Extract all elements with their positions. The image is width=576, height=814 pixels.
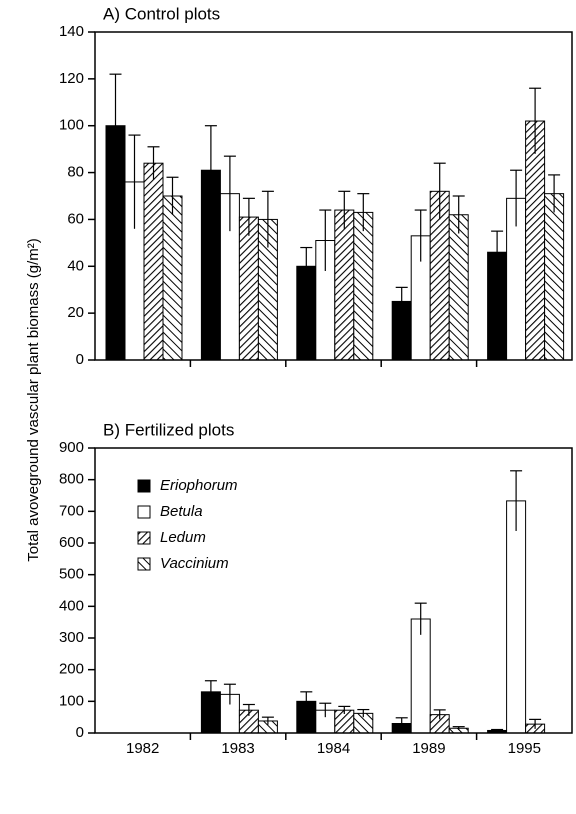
y-tick-label: 40 (67, 257, 84, 274)
error-bar (338, 190, 351, 229)
y-tick-label: 120 (59, 70, 84, 87)
y-tick-label: 900 (59, 439, 84, 456)
error-bar (510, 169, 523, 227)
legend-label: Eriophorum (160, 477, 238, 494)
y-tick-label: 200 (59, 661, 84, 678)
error-bar (147, 146, 160, 180)
bar (353, 211, 374, 361)
error-bar (510, 470, 523, 531)
error-bar (223, 155, 236, 232)
y-tick-label: 0 (76, 724, 84, 741)
error-bar (319, 209, 332, 271)
legend-swatch (137, 531, 151, 545)
bar (162, 195, 183, 361)
y-tick-label: 800 (59, 471, 84, 488)
error-bar (357, 708, 370, 718)
error-bar (452, 726, 465, 730)
error-bar (204, 125, 217, 215)
x-tick-label: 1983 (221, 740, 254, 757)
y-tick-label: 600 (59, 534, 84, 551)
chart-title: B) Fertilized plots (103, 420, 234, 439)
y-tick-label: 300 (59, 629, 84, 646)
error-bar (529, 87, 542, 154)
error-bar (166, 176, 179, 215)
bar (334, 209, 355, 361)
bar (544, 193, 565, 361)
y-tick-label: 80 (67, 164, 84, 181)
y-tick-label: 400 (59, 597, 84, 614)
error-bar (242, 197, 255, 236)
legend-swatch (137, 557, 151, 571)
error-bar (109, 73, 122, 178)
error-bar (300, 246, 313, 286)
error-bar (395, 717, 408, 730)
bar (238, 216, 259, 361)
error-bar (338, 705, 351, 714)
x-tick-label: 1984 (317, 740, 350, 757)
legend-label: Ledum (160, 529, 206, 546)
y-tick-label: 60 (67, 210, 84, 227)
error-bar (223, 683, 236, 705)
error-bar (491, 230, 504, 274)
legend-label: Betula (160, 503, 203, 520)
y-tick-label: 500 (59, 566, 84, 583)
error-bar (548, 174, 561, 213)
error-bar (357, 193, 370, 232)
plot-frame (94, 447, 573, 734)
bar (143, 162, 164, 361)
error-bar (529, 718, 542, 729)
error-bar (414, 209, 427, 262)
y-tick-label: 100 (59, 692, 84, 709)
error-bar (433, 162, 446, 220)
y-tick-label: 20 (67, 304, 84, 321)
legend-swatch (137, 479, 151, 493)
error-bar (300, 691, 313, 711)
error-bar (491, 728, 504, 732)
error-bar (261, 716, 274, 725)
x-tick-label: 1989 (412, 740, 445, 757)
bar (410, 618, 431, 734)
x-tick-label: 1982 (126, 740, 159, 757)
error-bar (261, 190, 274, 248)
bar (525, 120, 546, 361)
y-tick-label: 0 (76, 351, 84, 368)
error-bar (204, 680, 217, 703)
error-bar (319, 702, 332, 718)
y-axis-label: Total avoveground vascular plant biomass… (25, 238, 42, 561)
x-tick-label: 1995 (508, 740, 541, 757)
y-tick-label: 140 (59, 23, 84, 40)
bar (448, 214, 469, 361)
error-bar (414, 602, 427, 635)
error-bar (452, 195, 465, 234)
error-bar (242, 703, 255, 716)
legend-label: Vaccinium (160, 555, 229, 572)
error-bar (395, 286, 408, 316)
error-bar (433, 709, 446, 720)
plot-frame (94, 31, 573, 361)
y-tick-label: 100 (59, 117, 84, 134)
bar (506, 500, 527, 734)
y-tick-label: 700 (59, 502, 84, 519)
legend-swatch (137, 505, 151, 519)
chart-title: A) Control plots (103, 4, 220, 23)
error-bar (128, 134, 141, 229)
